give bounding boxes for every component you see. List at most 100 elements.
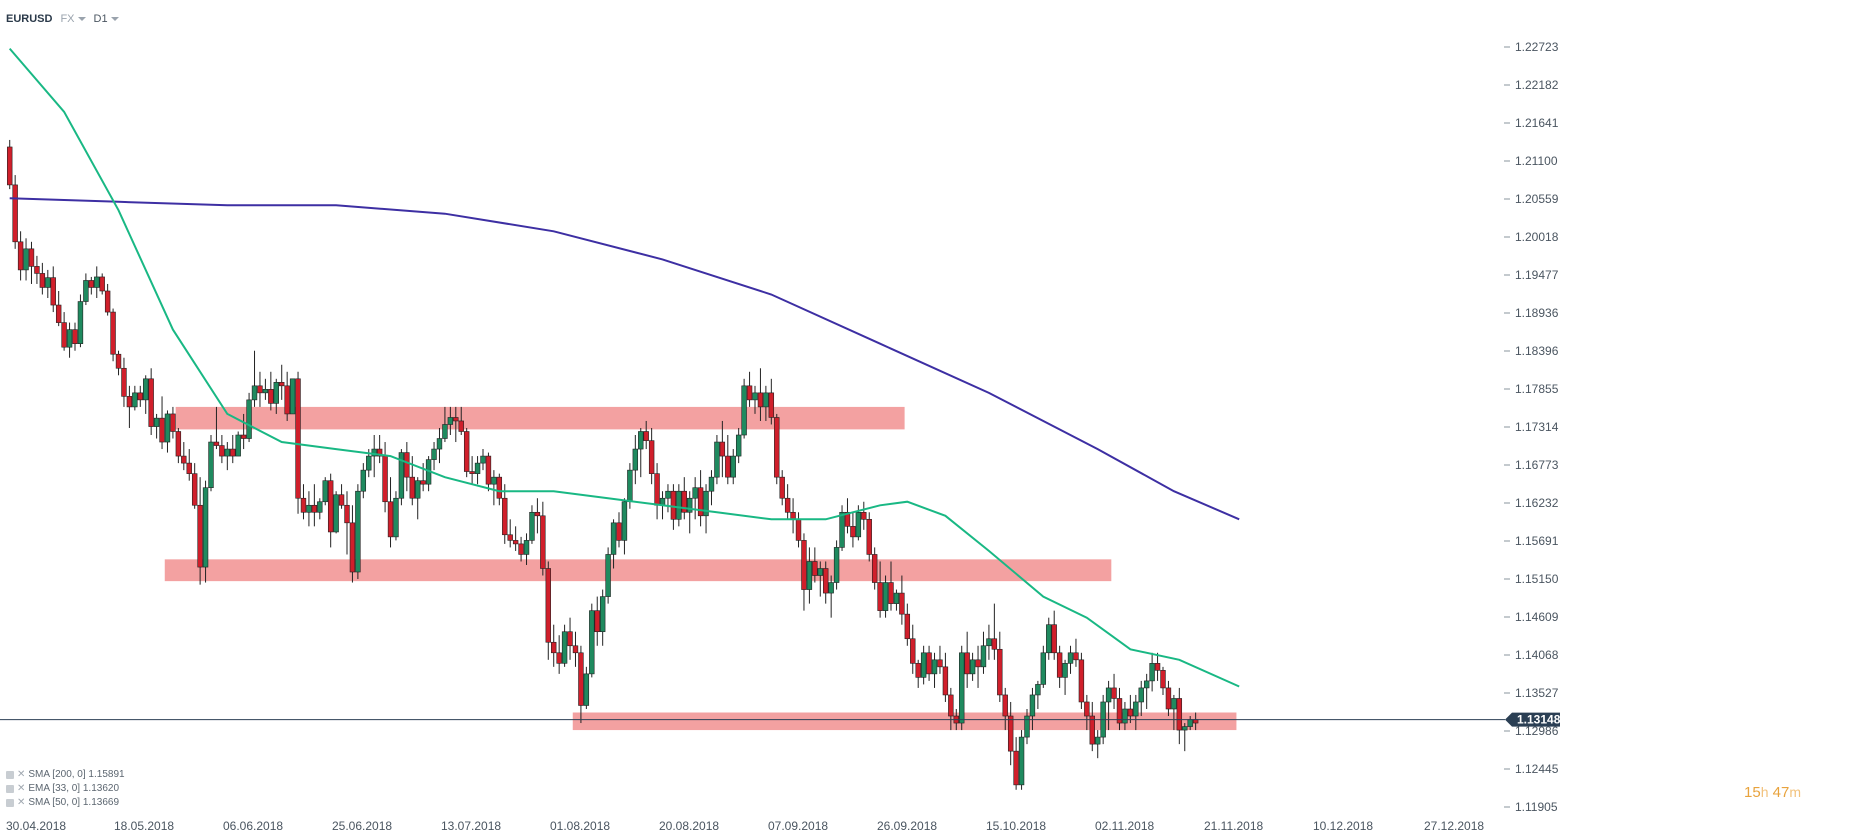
candle-up [246, 399, 252, 439]
candle-countdown: 15h 47m [1744, 784, 1801, 801]
candle-up [1018, 736, 1025, 786]
candle-up [289, 378, 296, 415]
candle-down [697, 487, 704, 517]
candle-up [882, 582, 889, 611]
candle-down [904, 613, 911, 640]
candle-down [115, 353, 122, 369]
candle-down [186, 462, 192, 474]
candle-up [355, 490, 361, 573]
y-tick-label: 1.13527 [1515, 686, 1559, 700]
settings-icon[interactable] [6, 799, 14, 807]
candle-down [616, 522, 622, 541]
resistance-support-zone [572, 712, 1237, 731]
candle-up [23, 248, 29, 271]
settings-icon[interactable] [6, 771, 14, 779]
timeframe-dropdown[interactable]: D1 [94, 13, 119, 25]
candle-up [1067, 652, 1074, 664]
candle-down [844, 511, 851, 527]
legend-label: SMA [50, 0] 1.13669 [28, 797, 120, 808]
candle-up [322, 480, 328, 503]
candle-up [638, 431, 644, 450]
timeframe-label: D1 [93, 13, 108, 25]
candle-up [986, 638, 992, 647]
candle-down [746, 385, 753, 401]
candle-up [208, 441, 214, 488]
candle-down [861, 511, 867, 520]
candle-down [567, 631, 573, 647]
x-tick-label: 27.12.2018 [1424, 819, 1484, 833]
candle-up [1095, 736, 1101, 745]
candle-up [393, 497, 399, 538]
indicator-legend: ✕ SMA [200, 0] 1.15891 ✕ EMA [33, 0] 1.1… [6, 768, 125, 810]
symbol-label: EURUSD [6, 13, 53, 25]
candle-up [752, 392, 758, 401]
candle-up [83, 280, 89, 302]
candle-up [1133, 701, 1139, 717]
candle-up [692, 487, 698, 499]
candle-up [480, 455, 486, 464]
x-tick-label: 10.12.2018 [1313, 819, 1373, 833]
candle-down [572, 645, 579, 654]
candle-down [409, 476, 415, 499]
candle-down [453, 417, 459, 422]
timer-hours: 15 [1744, 784, 1761, 801]
candle-up [1062, 663, 1068, 678]
candle-up [1029, 694, 1036, 717]
candle-down [181, 455, 187, 464]
candle-up [317, 501, 323, 513]
candle-down [485, 455, 492, 485]
candle-down [338, 494, 345, 506]
candle-down [404, 452, 410, 478]
candle-down [458, 420, 464, 432]
settings-icon[interactable] [6, 785, 14, 793]
candle-down [279, 382, 285, 387]
candle-up [164, 413, 171, 443]
candle-down [784, 497, 791, 513]
timer-minutes: 47 [1772, 784, 1790, 801]
current-price-label: 1.13148 [1517, 713, 1561, 727]
candle-down [230, 448, 236, 457]
candle-down [1160, 670, 1166, 689]
candle-up [741, 385, 747, 436]
candle-up [730, 455, 736, 478]
close-icon[interactable]: ✕ [17, 769, 26, 780]
candle-up [1040, 652, 1047, 685]
candle-down [72, 329, 78, 344]
candle-down [420, 480, 426, 485]
candle-down [463, 431, 470, 472]
candle-down [578, 652, 584, 706]
candle-up [817, 568, 823, 576]
candle-down [1127, 708, 1134, 717]
candle-down [148, 378, 154, 427]
candle-down [545, 568, 551, 643]
candle-down [12, 184, 18, 243]
legend-label: SMA [200, 0] 1.15891 [28, 769, 125, 780]
candle-down [899, 592, 905, 615]
candle-up [132, 392, 138, 408]
candle-down [175, 431, 182, 457]
y-tick-label: 1.22182 [1515, 78, 1559, 92]
sma200-line [9, 197, 1240, 521]
candle-up [828, 582, 834, 594]
candle-down [643, 431, 649, 441]
candle-down [937, 659, 943, 668]
y-tick-label: 1.14068 [1515, 648, 1559, 662]
chevron-down-icon [77, 17, 86, 21]
candle-up [371, 448, 377, 457]
market-dropdown[interactable]: FX [60, 13, 86, 25]
close-icon[interactable]: ✕ [17, 783, 26, 794]
y-tick-label: 1.19477 [1515, 268, 1559, 282]
candle-up [529, 511, 535, 541]
candle-up [621, 501, 628, 541]
candle-up [610, 522, 617, 555]
candle-down [502, 497, 508, 536]
candle-up [583, 673, 590, 706]
y-tick-label: 1.21641 [1515, 116, 1559, 130]
candle-down [1176, 698, 1183, 731]
y-tick-label: 1.18396 [1515, 344, 1559, 358]
candle-down [991, 638, 998, 650]
close-icon[interactable]: ✕ [17, 797, 26, 808]
candle-up [969, 659, 976, 675]
candle-up [202, 487, 209, 568]
